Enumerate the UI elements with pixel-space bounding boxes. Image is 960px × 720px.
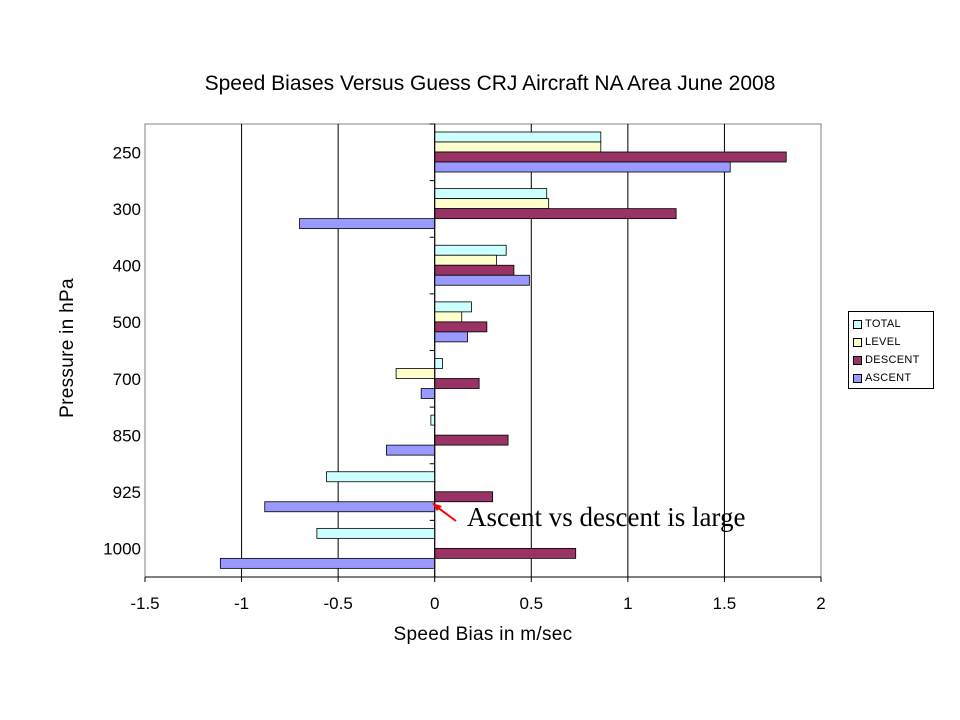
legend-label: LEVEL [865,336,901,348]
x-tick-label: -1.5 [130,594,159,613]
bar-descent-1000 [434,547,577,559]
axes [144,123,822,582]
legend-label: ASCENT [865,372,912,384]
legend-label: DESCENT [865,354,920,366]
y-tick-label: 400 [113,257,141,276]
bar-ascent-700 [420,388,436,399]
x-tick-label: -1 [234,594,249,613]
legend-swatch [853,355,862,365]
bar-total-1000 [316,527,436,539]
bar-level-300 [434,198,550,210]
legend-swatch [853,337,862,347]
bar-level-500 [434,311,463,323]
annotation-arrow [432,503,457,522]
y-tick-label: 850 [113,426,141,445]
legend-item-descent: DESCENT [853,351,933,369]
bar-total-925 [326,471,436,483]
y-tick-label: 300 [113,200,141,219]
bar-descent-850 [434,434,509,446]
x-tick-label: 1.5 [713,594,737,613]
bar-ascent-850 [386,444,436,456]
y-tick-label: 1000 [103,540,141,559]
bar-descent-500 [434,321,488,333]
y-tick-label: 925 [113,483,141,502]
bar-descent-700 [434,378,480,389]
x-tick-label: -0.5 [323,594,352,613]
y-tick-label: 250 [113,143,141,162]
bar-ascent-1000 [219,557,436,569]
bar-descent-925 [434,491,494,503]
x-tick-label: 2 [816,594,825,613]
chart-title: Speed Biases Versus Guess CRJ Aircraft N… [204,72,776,95]
legend-swatch [853,373,862,383]
bar-total-300 [434,188,548,200]
annotation-text: Ascent vs descent is large [467,502,746,532]
bar-ascent-500 [434,331,468,343]
bar-ascent-400 [434,274,530,286]
bar-ascent-925 [264,501,436,513]
x-axis-label: Speed Bias in m/sec [393,624,573,645]
x-tick-label: 0 [430,594,439,613]
legend-item-level: LEVEL [853,333,933,351]
bar-total-850 [430,414,436,426]
legend: TOTAL LEVEL DESCENT ASCENT [848,311,934,389]
legend-item-total: TOTAL [853,315,933,333]
bar-total-400 [434,244,507,256]
legend-swatch [853,319,862,329]
bar-level-700 [395,368,436,379]
bar-descent-300 [434,208,677,220]
bar-total-250 [434,131,602,143]
x-tick-label: 1 [623,594,632,613]
x-tick-labels: -1.5 -1 -0.5 0 0.5 1 1.5 2 [130,594,825,613]
bar-ascent-300 [299,218,436,230]
x-tick-label: 0.5 [519,594,543,613]
y-axis-label: Pressure in hPa [57,278,78,418]
bar-level-250 [434,141,602,153]
bar-total-500 [434,301,472,313]
y-tick-labels: 250 300 400 500 700 850 925 1000 [103,143,141,558]
bar-descent-400 [434,264,515,276]
bar-total-700 [434,358,443,369]
y-tick-label: 700 [113,370,141,389]
bar-descent-250 [434,151,787,163]
legend-label: TOTAL [865,318,901,330]
legend-item-ascent: ASCENT [853,369,933,387]
bar-ascent-250 [434,161,731,173]
y-tick-label: 500 [113,313,141,332]
bar-level-400 [434,254,497,266]
